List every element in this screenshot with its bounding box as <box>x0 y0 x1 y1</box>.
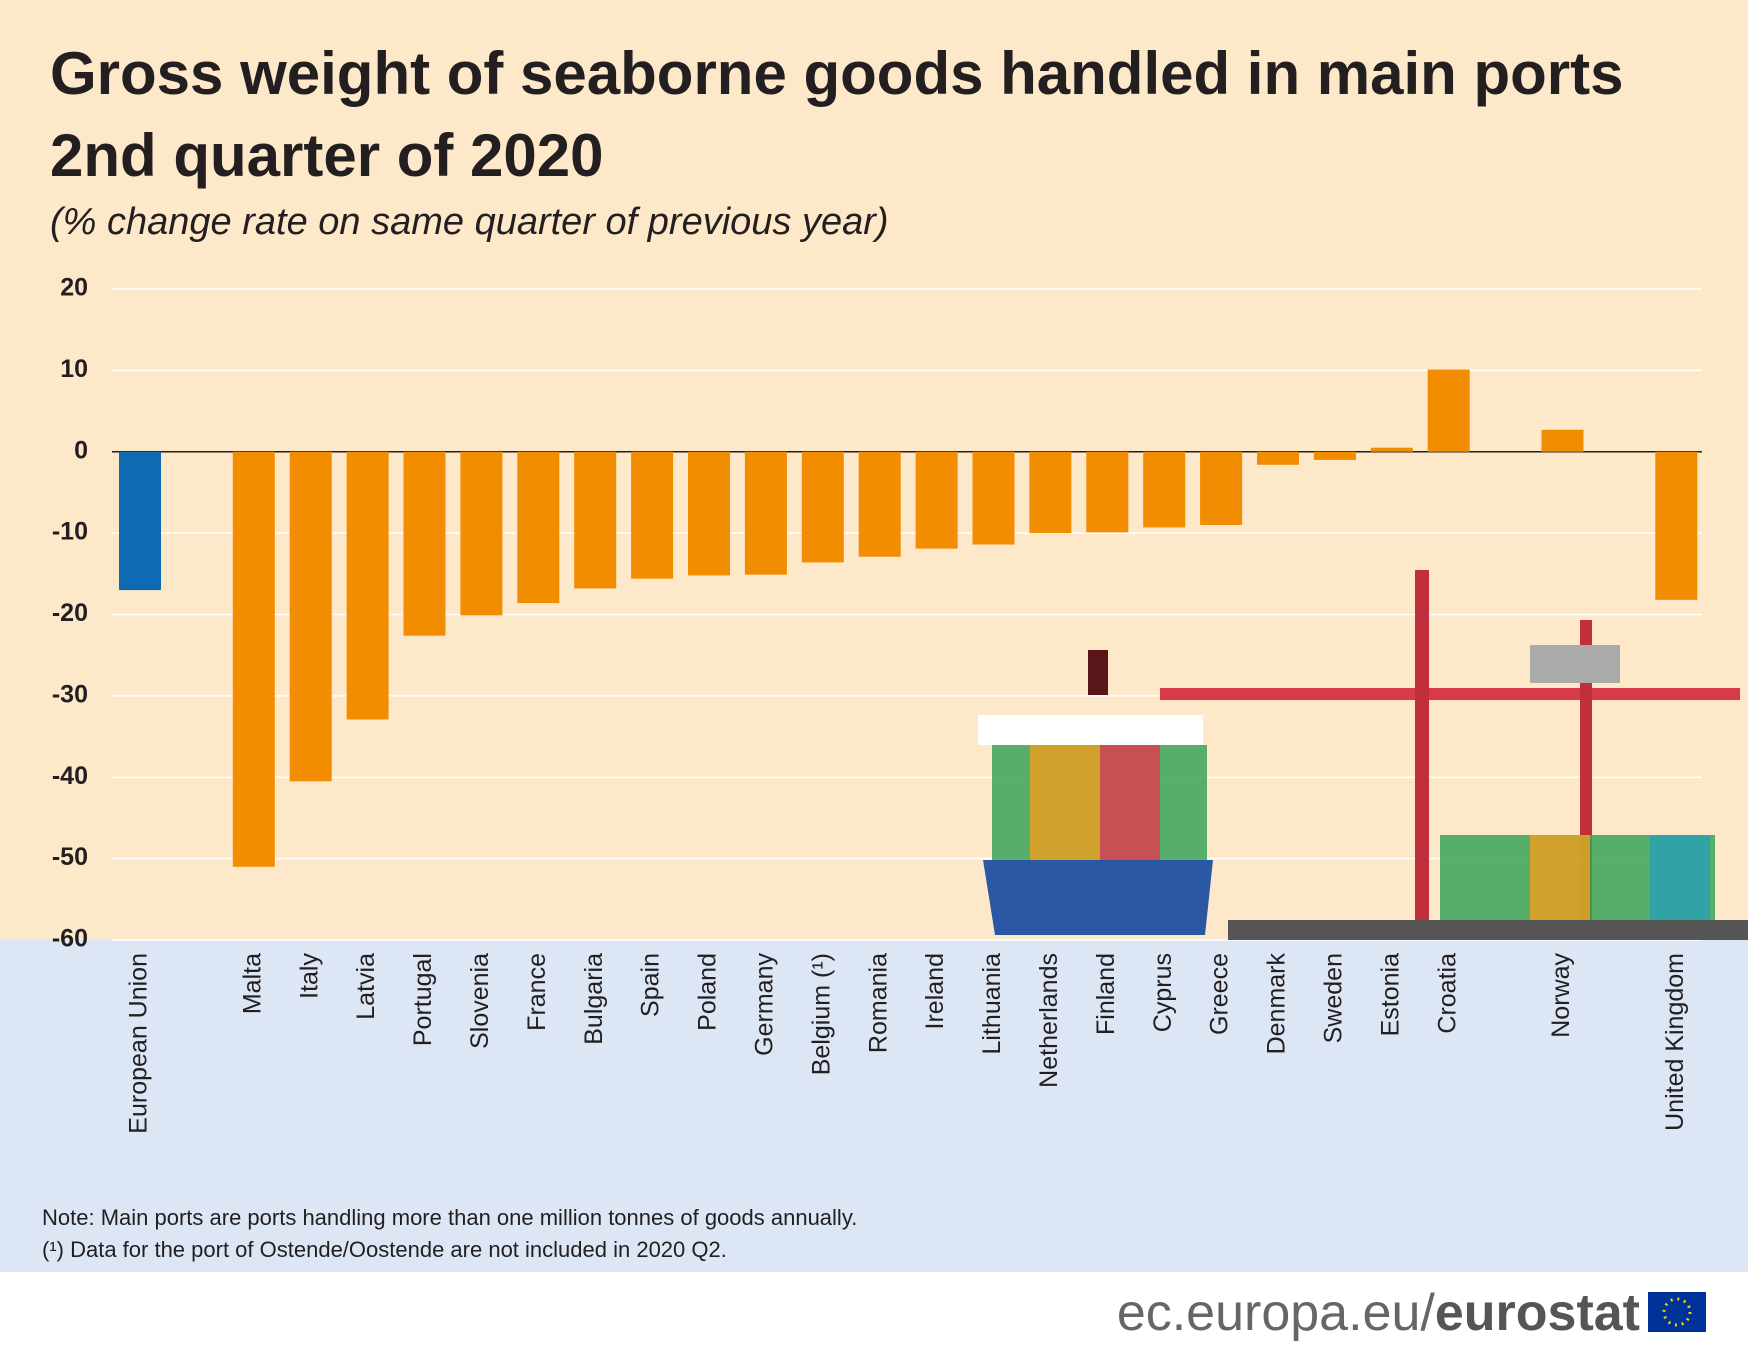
containers <box>1030 745 1100 860</box>
x-tick-label: Netherlands <box>1035 953 1063 1088</box>
note: Note: Main ports are ports handling more… <box>42 1205 857 1230</box>
x-tick-label: Estonia <box>1376 953 1404 1036</box>
bar <box>1541 429 1584 452</box>
y-tick-label: -60 <box>52 925 88 953</box>
bar <box>744 451 787 575</box>
source: ec.europa.eu/eurostat <box>1117 1284 1640 1342</box>
bar <box>915 451 958 549</box>
y-tick-label: 20 <box>60 274 88 302</box>
bar <box>688 451 730 576</box>
bar <box>801 451 844 563</box>
bar <box>403 451 446 636</box>
x-tick-label: Malta <box>238 953 266 1014</box>
bar <box>1200 451 1243 525</box>
containers <box>1100 745 1160 860</box>
bar <box>1370 447 1413 452</box>
bar <box>1257 451 1299 465</box>
x-tick-label: Sweden <box>1320 953 1348 1043</box>
x-tick-label: Denmark <box>1263 953 1291 1055</box>
x-tick-label: Cyprus <box>1149 953 1177 1032</box>
eu-flag <box>1648 1292 1706 1332</box>
x-tick-label: Portugal <box>409 953 437 1046</box>
note: (¹) Data for the port of Ostende/Oostend… <box>42 1237 727 1262</box>
bar <box>858 451 901 557</box>
y-tick-label: -10 <box>52 518 88 546</box>
flag-stars <box>1662 1297 1692 1327</box>
bar <box>1427 369 1470 452</box>
x-tick-label: Croatia <box>1433 953 1461 1034</box>
ship-hull <box>983 860 1213 935</box>
quay <box>1228 920 1748 940</box>
chart-title-line: 2nd quarter of 2020 <box>50 122 604 189</box>
x-tick-label: Bulgaria <box>580 953 608 1045</box>
bar <box>1086 451 1129 533</box>
bar <box>119 451 161 591</box>
bar <box>346 451 389 720</box>
crane-boom <box>1160 688 1740 700</box>
x-tick-label: Greece <box>1206 953 1234 1035</box>
bar <box>1029 451 1072 534</box>
chart-subtitle: (% change rate on same quarter of previo… <box>50 201 889 243</box>
y-tick-label: -50 <box>52 843 88 871</box>
x-tick-label: European Union <box>125 953 153 1134</box>
bar <box>1313 451 1356 460</box>
source-url: ec.europa.eu/ <box>1117 1284 1436 1342</box>
bar <box>574 451 617 589</box>
bar <box>1143 451 1186 528</box>
y-tick-label: -30 <box>52 680 88 708</box>
x-tick-label: Romania <box>864 953 892 1053</box>
bar <box>232 451 275 867</box>
x-tick-label: France <box>523 953 551 1031</box>
x-tick-label: Italy <box>295 953 323 999</box>
bar <box>631 451 674 579</box>
source-brand: eurostat <box>1435 1284 1640 1342</box>
x-tick-label: Germany <box>751 953 779 1056</box>
crane-tower <box>1415 570 1429 920</box>
x-tick-label: Finland <box>1092 953 1120 1035</box>
flag-field <box>1648 1292 1706 1332</box>
bar <box>289 451 332 782</box>
y-tick-label: 10 <box>60 355 88 383</box>
x-tick-label: United Kingdom <box>1661 953 1689 1131</box>
port-illustration <box>978 570 1748 940</box>
bar <box>1655 451 1698 600</box>
containers <box>1530 835 1590 920</box>
bar <box>972 451 1015 545</box>
ship-bridge <box>978 715 1203 745</box>
crane-cab <box>1530 645 1620 683</box>
y-tick-label: 0 <box>74 436 88 464</box>
x-tick-label: Poland <box>694 953 722 1031</box>
x-tick-label: Ireland <box>921 953 949 1029</box>
containers <box>1650 835 1710 920</box>
bar <box>460 451 503 616</box>
x-tick-label: Belgium (¹) <box>807 953 835 1075</box>
x-tick-label: Lithuania <box>978 953 1006 1055</box>
y-tick-label: -40 <box>52 762 88 790</box>
x-tick-label: Slovenia <box>466 953 494 1049</box>
x-tick-label: Spain <box>637 953 665 1017</box>
x-tick-label: Norway <box>1547 953 1575 1038</box>
label-band <box>0 940 1748 1272</box>
x-tick-label: Latvia <box>352 953 380 1020</box>
y-tick-label: -20 <box>52 599 88 627</box>
ship-funnel <box>1088 650 1108 695</box>
chart-title: Gross weight of seaborne goods handled i… <box>50 40 1624 107</box>
bar <box>517 451 560 604</box>
